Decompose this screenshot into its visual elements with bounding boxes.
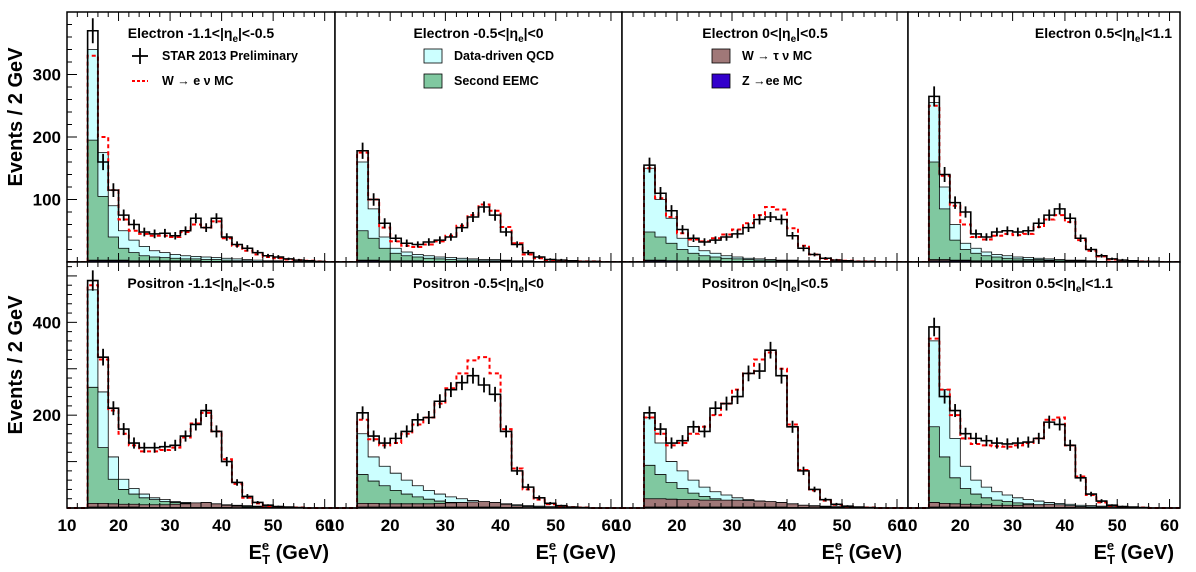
- x-axis-label: Ee T (GeV): [536, 538, 616, 567]
- x-tick-label: 60: [888, 516, 907, 535]
- panel-r0-p1: Electron -0.5<|ηe|<0: [334, 11, 623, 263]
- legend-entry-qcd: Data-driven QCD: [423, 48, 554, 64]
- panel-r1-p1: Positron -0.5<|ηe|<0: [334, 261, 623, 509]
- x-tick-label: 10: [326, 516, 345, 535]
- panel-title: Positron 0.5<|ηe|<1.1: [975, 275, 1113, 295]
- panel-r1-p0: Positron -1.1<|ηe|<-0.5: [66, 261, 336, 509]
- legend-label: W → τ ν MC: [742, 49, 812, 63]
- y-tick-label: 400: [33, 313, 61, 332]
- legend-label: STAR 2013 Preliminary: [162, 49, 298, 63]
- x-tick-label: 60: [602, 516, 621, 535]
- legend-entry-data: STAR 2013 Preliminary: [132, 48, 298, 64]
- panel-title: Positron -1.1<|ηe|<-0.5: [127, 275, 274, 295]
- panel-r0-p3: Electron 0.5<|ηe|<1.1: [907, 11, 1181, 263]
- panel-r1-p2: Positron 0<|ηe|<0.5: [621, 261, 909, 509]
- x-tick-label: 40: [491, 516, 510, 535]
- panel-title: Electron -0.5<|ηe|<0: [413, 25, 543, 45]
- legend-label: Second EEMC: [454, 74, 539, 88]
- x-tick-label: 20: [381, 516, 400, 535]
- legend-swatch: [423, 73, 443, 89]
- x-tick-label: 20: [668, 516, 687, 535]
- x-tick-label: 50: [1108, 516, 1127, 535]
- panel-background: [335, 12, 622, 262]
- x-axis-label: Ee T (GeV): [822, 538, 902, 567]
- panel-r0-p0: Electron -1.1<|ηe|<-0.5: [66, 11, 336, 263]
- x-tick-label: 30: [436, 516, 455, 535]
- x-tick-label: 30: [1003, 516, 1022, 535]
- data-line: [67, 29, 335, 263]
- legend-entry-eemc: Second EEMC: [423, 73, 539, 89]
- x-tick-label: 50: [546, 516, 565, 535]
- panel-title: Positron 0<|ηe|<0.5: [702, 275, 828, 295]
- x-tick-label: 10: [58, 516, 77, 535]
- y-tick-label: 200: [33, 128, 61, 147]
- x-tick-label: 40: [778, 516, 797, 535]
- legend-swatch: [711, 48, 731, 64]
- x-tick-label: 30: [161, 516, 180, 535]
- legend-swatch: [711, 73, 731, 89]
- x-tick-label: 20: [109, 516, 128, 535]
- panel-frame: [907, 261, 1181, 509]
- panel-title: Electron 0.5<|ηe|<1.1: [1035, 25, 1172, 45]
- legend-entry-mc: W → e ν MC: [132, 74, 234, 88]
- panel-title: Positron -0.5<|ηe|<0: [413, 275, 544, 295]
- legend-entry-z: Z →ee MC: [711, 73, 802, 89]
- x-tick-label: 30: [723, 516, 742, 535]
- x-tick-label: 10: [613, 516, 632, 535]
- x-tick-label: 20: [951, 516, 970, 535]
- y-tick-label: 200: [33, 406, 61, 425]
- x-axis-label: Ee T (GeV): [1094, 538, 1174, 567]
- x-tick-label: 60: [1160, 516, 1179, 535]
- legend-label: Data-driven QCD: [454, 49, 554, 63]
- x-tick-label: 50: [833, 516, 852, 535]
- y-tick-label: 300: [33, 66, 61, 85]
- y-axis-label: Events / 2 GeV: [5, 47, 27, 187]
- panel-title: Electron 0<|ηe|<0.5: [702, 25, 828, 45]
- panel-title: Electron -1.1<|ηe|<-0.5: [128, 25, 275, 45]
- x-tick-label: 40: [1055, 516, 1074, 535]
- mc-line: [622, 351, 908, 509]
- panel-r0-p2: Electron 0<|ηe|<0.5: [621, 11, 909, 263]
- x-tick-label: 60: [315, 516, 334, 535]
- legend-label: W → e ν MC: [162, 74, 234, 88]
- legend-label: Z →ee MC: [742, 74, 802, 88]
- y-tick-label: 100: [33, 191, 61, 210]
- x-axis-label: Ee T (GeV): [249, 538, 329, 567]
- x-tick-label: 50: [264, 516, 283, 535]
- legend-swatch: [423, 48, 443, 64]
- y-axis-label: Events / 2 GeV: [5, 295, 27, 435]
- x-tick-label: 10: [899, 516, 918, 535]
- x-tick-label: 40: [212, 516, 231, 535]
- panel-r1-p3: Positron 0.5<|ηe|<1.1: [907, 261, 1181, 509]
- legend-entry-tau: W → τ ν MC: [711, 48, 812, 64]
